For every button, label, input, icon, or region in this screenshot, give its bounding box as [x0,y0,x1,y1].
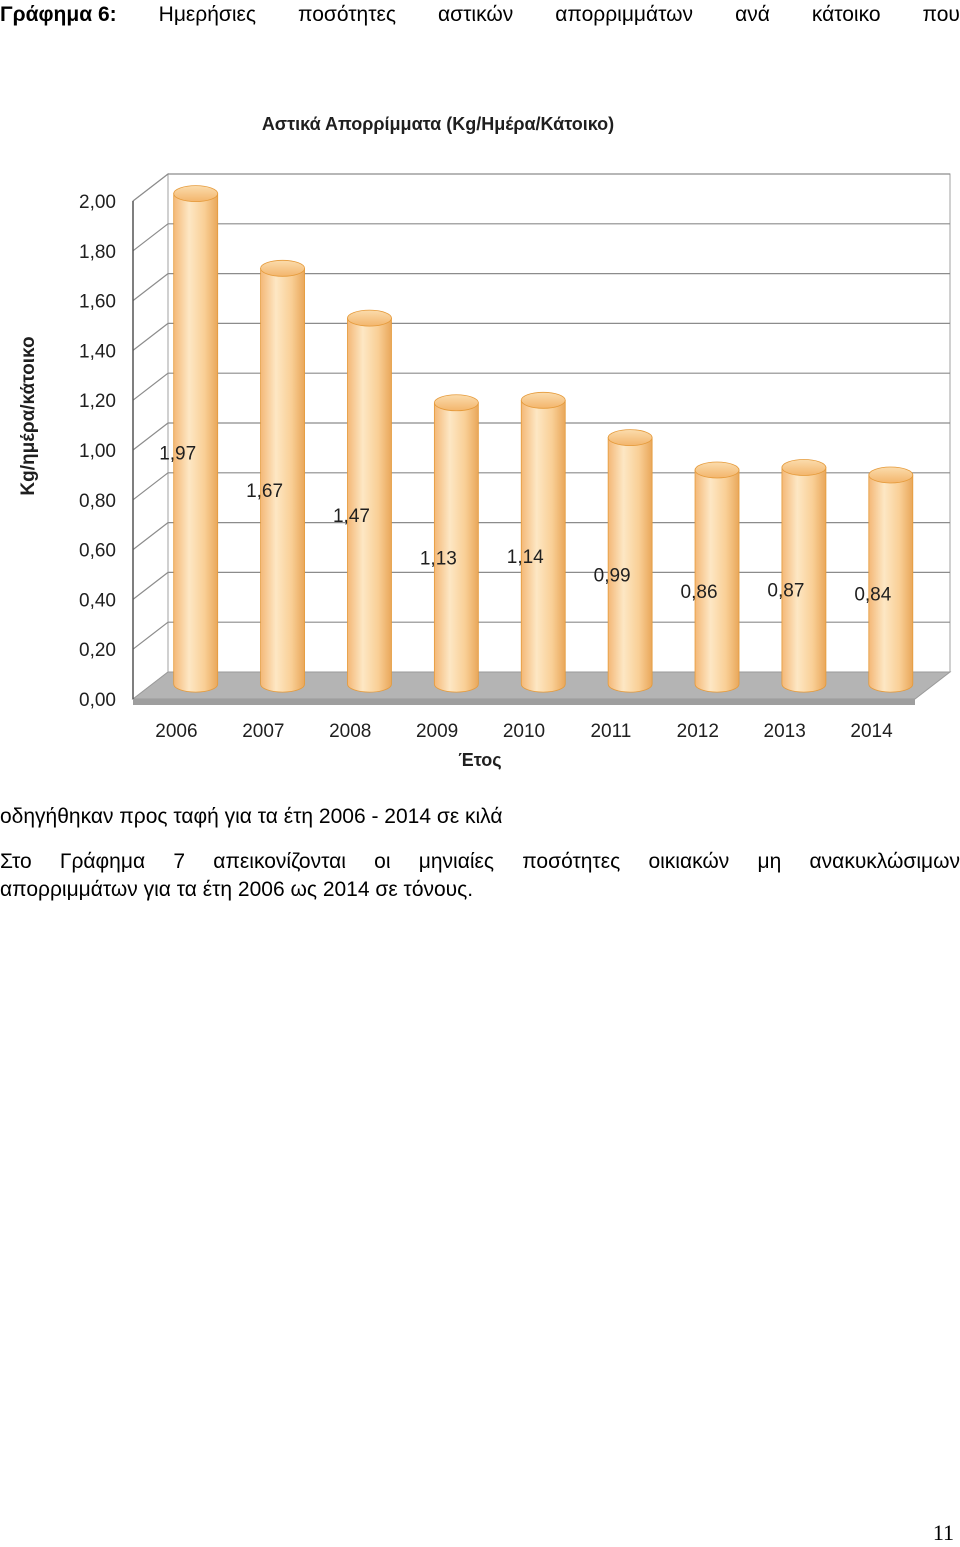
gridline [132,223,950,252]
data-label: 0,87 [767,581,804,602]
x-tick-label: 2012 [677,721,719,742]
gridline [132,472,950,501]
y-axis-title: Kg/ημέρα/κάτοικο [18,336,39,495]
paragraph-word: μηνιαίες [418,850,494,873]
gridline [132,571,950,600]
paragraph-word: οι [374,850,391,873]
y-tick-label: 2,00 [79,192,116,213]
gridline [132,422,950,451]
x-tick-label: 2014 [850,721,893,742]
gridline [132,173,950,202]
x-tick-label: 2007 [242,721,284,742]
caption-word: ανά [735,3,770,26]
y-tick-label: 0,00 [79,690,116,711]
figure-caption: Γράφημα 6: Ημερήσιες ποσότητες αστικών α… [0,2,960,28]
y-tick-label: 1,80 [79,242,116,263]
paragraph-word: 7 [173,850,186,873]
data-label: 0,84 [854,584,891,605]
paragraph-word: ποσότητες [522,850,621,873]
bar [694,461,740,693]
y-tick-label: 1,00 [79,441,116,462]
paragraph-line: απορριμμάτων για τα έτη 2006 ως 2014 σε … [0,878,474,901]
data-label: 1,67 [246,481,283,502]
bars [173,185,914,693]
data-label: 1,97 [159,444,196,465]
x-tick-label: 2009 [416,721,458,742]
gridline [132,322,950,351]
caption-word: αστικών [438,3,514,26]
paragraph-word: Γράφημα [59,850,146,873]
caption-word: απορριμμάτων [555,3,694,26]
x-tick-label: 2011 [590,721,631,742]
caption-word: κάτοικο [811,3,881,26]
y-tick-label: 1,40 [79,341,116,362]
page-number: 11 [932,1520,954,1545]
gridline [132,522,950,551]
bar-chart: Αστικά Απορρίμματα (Kg/Ημέρα/Κάτοικο) Kg… [18,114,952,770]
paragraph-word: οικιακών [648,850,730,873]
x-axis-title: Έτος [458,750,501,770]
gridline [132,621,950,650]
data-label: 0,86 [681,582,718,603]
bar [173,185,219,693]
caption-word: που [922,3,960,26]
data-label: 1,14 [507,547,544,568]
y-tick-label: 0,60 [79,541,116,562]
caption-label: Γράφημα 6: [0,3,117,26]
x-tick-label: 2006 [155,721,197,742]
paragraph-word: μη [757,850,782,873]
y-axis-ticks: 0,00 0,20 0,40 0,60 0,80 1,00 1,20 1,40 1,60 1,80… [79,192,116,711]
gridline [132,273,950,302]
body-paragraph: Στο Γράφημα 7 απεικονίζονται οι μηνιαίες… [0,848,960,904]
data-label: 1,47 [333,506,370,527]
bar [868,466,914,693]
data-labels: 1,97 1,67 1,47 1,13 1,14 0,99 0,86 0,87 0,84 [159,444,892,606]
bar [433,394,479,693]
x-tick-label: 2010 [503,721,545,742]
gridline [132,372,950,401]
chart-floor-edge [133,699,915,705]
caption-continuation: οδηγήθηκαν προς ταφή για τα έτη 2006 - 2… [0,805,503,828]
bar [260,259,305,693]
y-tick-label: 0,20 [79,640,116,661]
paragraph-word: απεικονίζονται [213,850,346,873]
paragraph-word: Στο [0,850,32,873]
chart-title: Αστικά Απορρίμματα (Kg/Ημέρα/Κάτοικο) [262,114,614,134]
bar [347,309,392,693]
data-label: 0,99 [594,566,631,587]
caption-word: Ημερήσιες [158,3,257,26]
paragraph-word: ανακυκλώσιμων [809,850,960,873]
x-tick-label: 2008 [329,721,371,742]
data-label: 1,13 [420,548,457,569]
chart-frame: Αστικά Απορρίμματα (Kg/Ημέρα/Κάτοικο) Kg… [18,114,614,770]
caption-word: ποσότητες [298,3,397,26]
bar [520,391,566,693]
bar [607,429,653,693]
x-tick-label: 2013 [764,721,806,742]
y-tick-label: 1,20 [79,391,116,412]
y-tick-label: 0,40 [79,590,116,611]
paragraph-line: Στο Γράφημα 7 απεικονίζονται οι μηνιαίες… [0,848,960,876]
y-tick-label: 1,60 [79,292,116,313]
y-tick-label: 0,80 [79,491,116,512]
x-axis-ticks: 2006 2007 2008 2009 2010 2011 2012 2013 2014 [155,721,893,742]
bar [781,459,827,693]
